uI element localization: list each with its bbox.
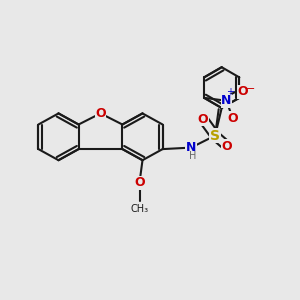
Text: N: N [221, 94, 232, 107]
Text: +: + [226, 87, 233, 97]
Text: O: O [227, 112, 238, 125]
Text: O: O [95, 107, 106, 120]
Text: −: − [246, 84, 255, 94]
Text: N: N [186, 141, 196, 154]
Text: O: O [222, 140, 232, 153]
Text: S: S [210, 129, 220, 142]
Text: −: − [0, 299, 1, 300]
Text: H: H [189, 151, 196, 161]
Text: O: O [198, 112, 208, 126]
Text: O: O [238, 85, 248, 98]
Text: O: O [134, 176, 145, 189]
Text: CH₃: CH₃ [130, 204, 148, 214]
